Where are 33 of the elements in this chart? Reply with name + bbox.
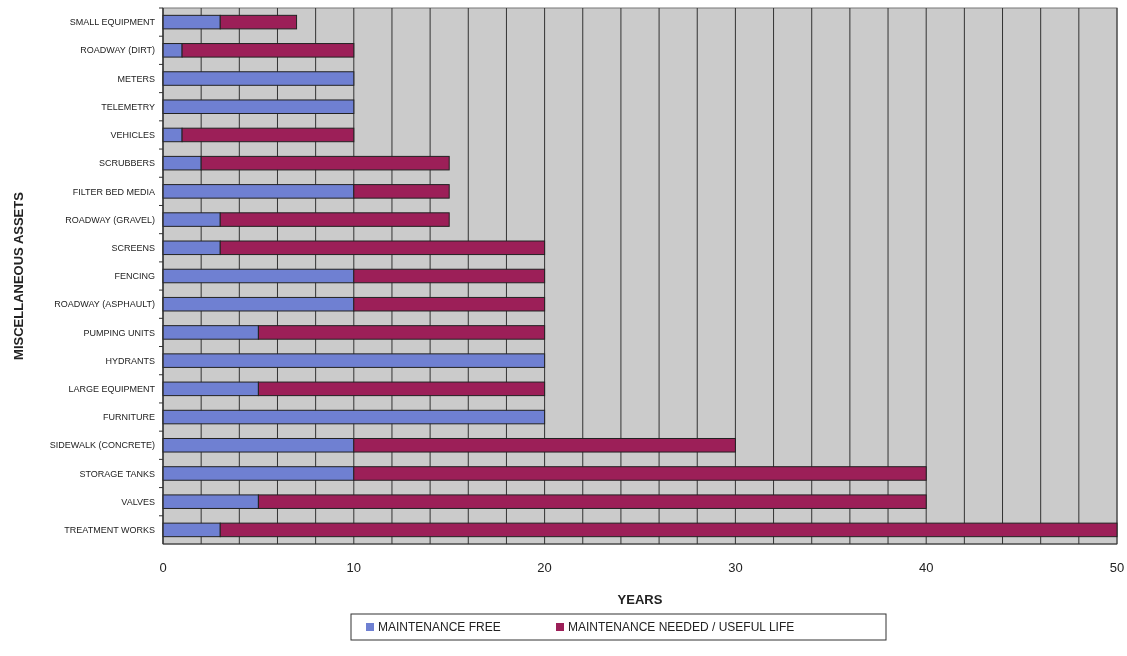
legend-label: MAINTENANCE NEEDED / USEFUL LIFE (568, 620, 795, 634)
x-tick-label: 30 (728, 560, 743, 575)
y-tick-label: FENCING (114, 271, 155, 282)
y-tick-label: VALVES (121, 496, 155, 507)
x-axis-title: YEARS (617, 592, 663, 607)
y-tick-label: SCRUBBERS (98, 158, 155, 169)
x-tick-label: 0 (159, 560, 167, 575)
x-tick-label: 50 (1109, 560, 1125, 575)
y-tick-label: ROADWAY (GRAVEL) (65, 214, 155, 225)
y-tick-label: VEHICLES (110, 130, 155, 141)
y-tick-label: METERS (117, 73, 155, 84)
y-axis-title: MISCELLANEOUS ASSETS (11, 191, 26, 360)
x-tick-label: 10 (346, 560, 362, 575)
y-tick-label: FILTER BED MEDIA (72, 186, 155, 197)
bar (162, 353, 546, 368)
y-tick-label: TELEMETRY (101, 101, 155, 112)
x-tick-label: 40 (918, 560, 934, 575)
y-tick-label: SCREENS (111, 242, 155, 253)
y-tick-label: HYDRANTS (105, 355, 155, 366)
y-tick-label: ROADWAY (ASPHAULT) (54, 299, 155, 310)
y-tick-label: ROADWAY (DIRT) (80, 45, 155, 56)
y-tick-label: STORAGE TANKS (79, 468, 155, 479)
y-tick-label: SMALL EQUIPMENT (69, 17, 156, 28)
y-tick-label: PUMPING UNITS (83, 327, 155, 338)
y-tick-label: LARGE EQUIPMENT (68, 383, 156, 394)
bar (162, 71, 355, 86)
y-tick-label: TREATMENT WORKS (64, 525, 155, 536)
legend-label: MAINTENANCE FREE (378, 620, 501, 634)
bar (162, 409, 546, 425)
x-tick-label: 20 (537, 560, 552, 575)
y-tick-label: FURNITURE (103, 412, 155, 423)
y-tick-label: SIDEWALK (CONCRETE) (49, 440, 155, 451)
bar (162, 99, 355, 115)
